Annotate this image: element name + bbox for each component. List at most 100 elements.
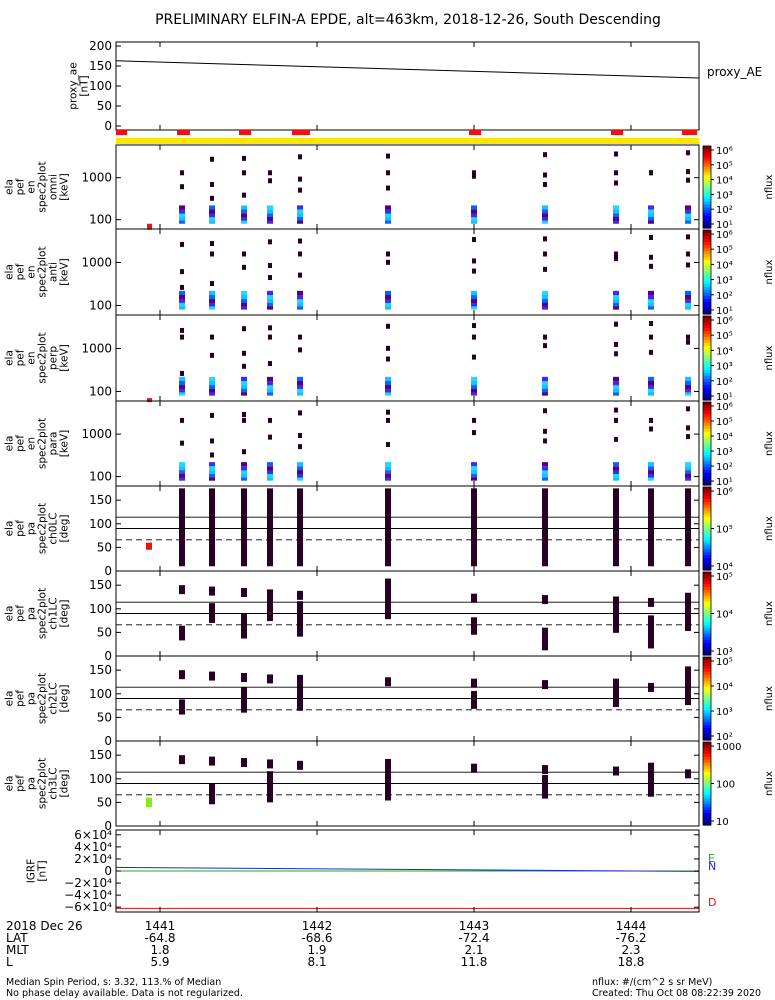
colorbar-cell (703, 768, 711, 773)
orbit-row-label-l: L (6, 955, 13, 969)
spectrogram-cell (543, 251, 547, 257)
colorbar-cell (703, 510, 711, 515)
pitch-angle-bar (685, 488, 691, 567)
colorbar-cell (703, 816, 711, 820)
spectrogram-cell (613, 295, 619, 300)
spectrogram-cell (385, 298, 391, 303)
spectrogram-cell (648, 473, 654, 478)
colorbar-tick-label: 100 (716, 780, 735, 791)
spectrogram-cell (180, 241, 184, 247)
colorbar-cell (703, 275, 711, 279)
colorbar-cell (703, 204, 711, 209)
colorbar-cell (703, 692, 711, 697)
proxy-ae-panel: 200 150 100 50 0 proxy_AE (89, 39, 762, 133)
pitch-angle-bar (648, 615, 654, 649)
spectrogram-cell (685, 376, 691, 382)
spectrogram-cell (268, 417, 272, 423)
spectrogram-cell (209, 391, 215, 396)
spectrogram-cell (242, 264, 246, 270)
y-tick-label: 50 (97, 99, 112, 113)
y-axis-label-line: [keV] (59, 430, 71, 458)
pitch-angle-bar (146, 797, 152, 808)
colorbar-label-text: nflux (764, 259, 775, 284)
spectrogram-cell (686, 150, 690, 156)
y-axis-label: ela pef en spec2plot perp [keV] (4, 332, 71, 383)
y-tick-label: 0 (104, 564, 112, 578)
spectrogram-cell (648, 298, 654, 303)
pitch-angle-bar (267, 674, 273, 684)
y-axis-label-line: spec2plot (37, 418, 49, 469)
spectrogram-cell (686, 406, 690, 412)
spectrogram-cell (267, 295, 273, 300)
colorbar-cell (703, 373, 711, 377)
pitch-angle-bar (471, 593, 477, 603)
spectrogram-cell (649, 426, 653, 432)
spectrogram-cell (542, 469, 548, 474)
spectrogram-cell (472, 173, 476, 179)
spectrogram-cell (209, 209, 215, 214)
spectrogram-cell (297, 219, 303, 224)
colorbar-tick-label: 1000 (716, 742, 741, 753)
time-tick-label: 1444 (616, 919, 647, 933)
colorbar-cell (703, 492, 711, 497)
colorbar-cell (703, 646, 711, 650)
colorbar-tick-label: 10⁴ (716, 260, 733, 271)
colorbar-cell (703, 358, 711, 362)
spectrogram-cell (685, 384, 691, 389)
y-axis-label-line: spec2plot (37, 758, 49, 809)
colorbar-cell (703, 604, 711, 609)
orbit-row-label-mlt: MLT (6, 943, 29, 957)
pitch-angle-bar (471, 690, 477, 709)
footer-right: nflux: #/(cm^2 s sr MeV) Created: Thu Oc… (592, 977, 761, 999)
y-axis-label-line: en (26, 265, 38, 278)
spectrogram-cell (686, 334, 690, 340)
spectrogram-cell (614, 341, 618, 347)
spectrogram-cell (298, 432, 302, 438)
spectrogram-cell (298, 410, 302, 416)
colorbar-frame (702, 656, 712, 741)
colorbar-tick-label: 10¹ (716, 392, 733, 403)
spectrogram-cell (471, 305, 477, 310)
spectrogram-cell (542, 290, 548, 296)
colorbar-tick-label: 10⁵ (716, 161, 733, 172)
spectrogram-cell (543, 172, 547, 178)
spectrogram-cell (210, 334, 214, 340)
pitch-angle-bar (179, 670, 185, 680)
pitch-angle-bar (267, 759, 273, 769)
spectrogram-cell (614, 151, 618, 157)
colorbar-cell (703, 257, 711, 261)
spectrogram-cell (179, 391, 185, 396)
y-axis-label-line: perp (48, 346, 60, 370)
spectrogram-cell (685, 213, 691, 218)
spectrogram-cell (180, 184, 184, 190)
colorbar-tick-label: 10 (716, 817, 729, 828)
colorbar-cell (703, 686, 711, 691)
spectrogram-cell (209, 302, 215, 307)
y-tick-label: 0 (104, 819, 112, 833)
spectrogram-cell (179, 295, 185, 300)
pitch-angle-bar (685, 684, 691, 694)
spectrogram-cell (179, 305, 185, 310)
colorbar-cell (703, 489, 711, 494)
y-axis-label: ela pef en spec2plot para [keV] (4, 418, 71, 469)
spectrogram-cell (685, 473, 691, 478)
spectrogram-cell (613, 473, 619, 478)
spectrogram-cell (385, 290, 391, 296)
y-axis-label-line: para (48, 432, 60, 456)
pitch-angle-bar (267, 590, 273, 622)
spectrogram-cell (685, 219, 691, 224)
spectrogram-cell (298, 154, 302, 160)
pitch-angle-bar (241, 613, 247, 639)
spectrogram-cell (543, 152, 547, 158)
y-tick-label: 6×10⁴ (74, 828, 112, 842)
colorbar-label-text: nflux (764, 686, 775, 711)
y-axis-label-line: ela (4, 350, 16, 366)
red-segment (239, 130, 251, 135)
spectrogram-cell (209, 295, 215, 300)
spectrogram-cell (649, 321, 653, 327)
spectrogram-cell (179, 473, 185, 478)
spectrogram-cell (241, 205, 247, 210)
pitch-angle-bar (542, 765, 548, 775)
lat-value: -64.8 (144, 931, 175, 945)
footer-spin-period: Median Spin Period, s: 3.32, 113.% of Me… (6, 977, 222, 988)
